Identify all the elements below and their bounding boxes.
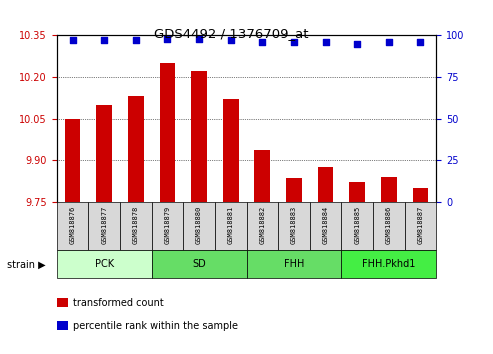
Bar <box>57 250 152 278</box>
Bar <box>381 177 397 202</box>
Bar <box>96 105 112 202</box>
Point <box>195 36 203 41</box>
Text: GSM818879: GSM818879 <box>164 206 171 244</box>
Bar <box>350 182 365 202</box>
Text: FHH: FHH <box>284 259 304 269</box>
Bar <box>183 202 215 250</box>
Bar <box>278 202 310 250</box>
Text: GSM818876: GSM818876 <box>70 206 75 244</box>
Bar <box>65 119 80 202</box>
Text: GSM818883: GSM818883 <box>291 206 297 244</box>
Point <box>164 36 172 41</box>
Text: GSM818885: GSM818885 <box>354 206 360 244</box>
Bar <box>373 202 405 250</box>
Point <box>258 39 266 45</box>
Point <box>385 39 393 45</box>
Text: GSM818881: GSM818881 <box>228 206 234 244</box>
Point <box>417 39 424 45</box>
Point <box>321 39 329 45</box>
Text: GSM818877: GSM818877 <box>101 206 107 244</box>
Text: SD: SD <box>192 259 206 269</box>
Bar <box>128 96 143 202</box>
Bar <box>120 202 152 250</box>
Bar <box>413 188 428 202</box>
Text: GSM818884: GSM818884 <box>322 206 329 244</box>
Point <box>290 39 298 45</box>
Bar <box>246 250 341 278</box>
Text: GDS4492 / 1376709_at: GDS4492 / 1376709_at <box>154 27 309 40</box>
Point <box>353 41 361 47</box>
Text: GSM818878: GSM818878 <box>133 206 139 244</box>
Point <box>69 38 76 43</box>
Bar <box>310 202 341 250</box>
Text: GSM818886: GSM818886 <box>386 206 392 244</box>
Text: percentile rank within the sample: percentile rank within the sample <box>73 321 238 331</box>
Text: GSM818880: GSM818880 <box>196 206 202 244</box>
Bar <box>223 99 239 202</box>
Bar <box>254 150 270 202</box>
Bar <box>286 178 302 202</box>
Point <box>132 38 140 43</box>
Point <box>100 38 108 43</box>
Text: FHH.Pkhd1: FHH.Pkhd1 <box>362 259 416 269</box>
Text: strain ▶: strain ▶ <box>7 259 46 269</box>
Bar <box>160 63 176 202</box>
Text: GSM818882: GSM818882 <box>259 206 265 244</box>
Text: GSM818887: GSM818887 <box>418 206 423 244</box>
Bar <box>317 167 333 202</box>
Bar <box>57 202 88 250</box>
Bar <box>405 202 436 250</box>
Text: transformed count: transformed count <box>73 298 164 308</box>
Bar <box>88 202 120 250</box>
Bar <box>341 250 436 278</box>
Bar <box>341 202 373 250</box>
Bar <box>152 250 246 278</box>
Bar <box>191 72 207 202</box>
Text: PCK: PCK <box>95 259 114 269</box>
Bar <box>152 202 183 250</box>
Point <box>227 38 235 43</box>
Bar <box>246 202 278 250</box>
Bar <box>215 202 246 250</box>
